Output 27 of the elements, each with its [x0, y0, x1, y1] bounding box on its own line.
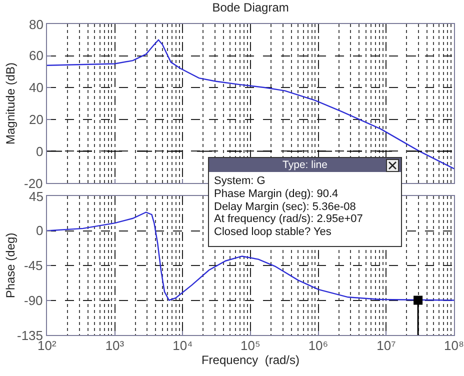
y-tick-label: -20: [24, 176, 43, 190]
x-axis-title: Frequency (rad/s): [201, 352, 300, 367]
y-tick-label: -45: [24, 258, 43, 273]
x-tick-label: 10³: [105, 338, 124, 353]
x-tick-label: 10⁷: [376, 338, 396, 353]
y-tick-label: 40: [29, 80, 44, 96]
y-axis-title: Magnitude (dB): [3, 62, 18, 145]
y-tick-label: -90: [24, 292, 43, 308]
x-tick-label: 10⁸: [444, 338, 464, 353]
y-axis-title: Phase (deg): [3, 232, 18, 298]
annotation: Closed loop stable? Yes: [214, 226, 332, 239]
y-tick-label: 20: [29, 112, 44, 127]
annotation: Phase Margin (deg): 90.4: [214, 188, 340, 201]
y-tick-label: 0: [36, 223, 44, 238]
annotation: Delay Margin (sec): 5.36e-08: [214, 200, 357, 214]
y-tick-label: 80: [29, 16, 44, 32]
x-tick-label: 10⁴: [172, 338, 193, 353]
y-tick-label: -135: [17, 328, 44, 342]
x-tick-label: 10⁵: [240, 338, 260, 353]
x-tick-label: 10⁶: [308, 338, 328, 353]
y-tick-label: 45: [29, 188, 44, 204]
annotation: At frequency (rad/s): 2.95e+07: [214, 213, 364, 226]
chart-title: Bode Diagram: [212, 0, 289, 14]
y-tick-label: 0: [36, 144, 44, 159]
annotation: System: G: [214, 175, 266, 188]
y-tick-label: 60: [29, 48, 44, 64]
annotation: Type: line: [282, 159, 328, 171]
